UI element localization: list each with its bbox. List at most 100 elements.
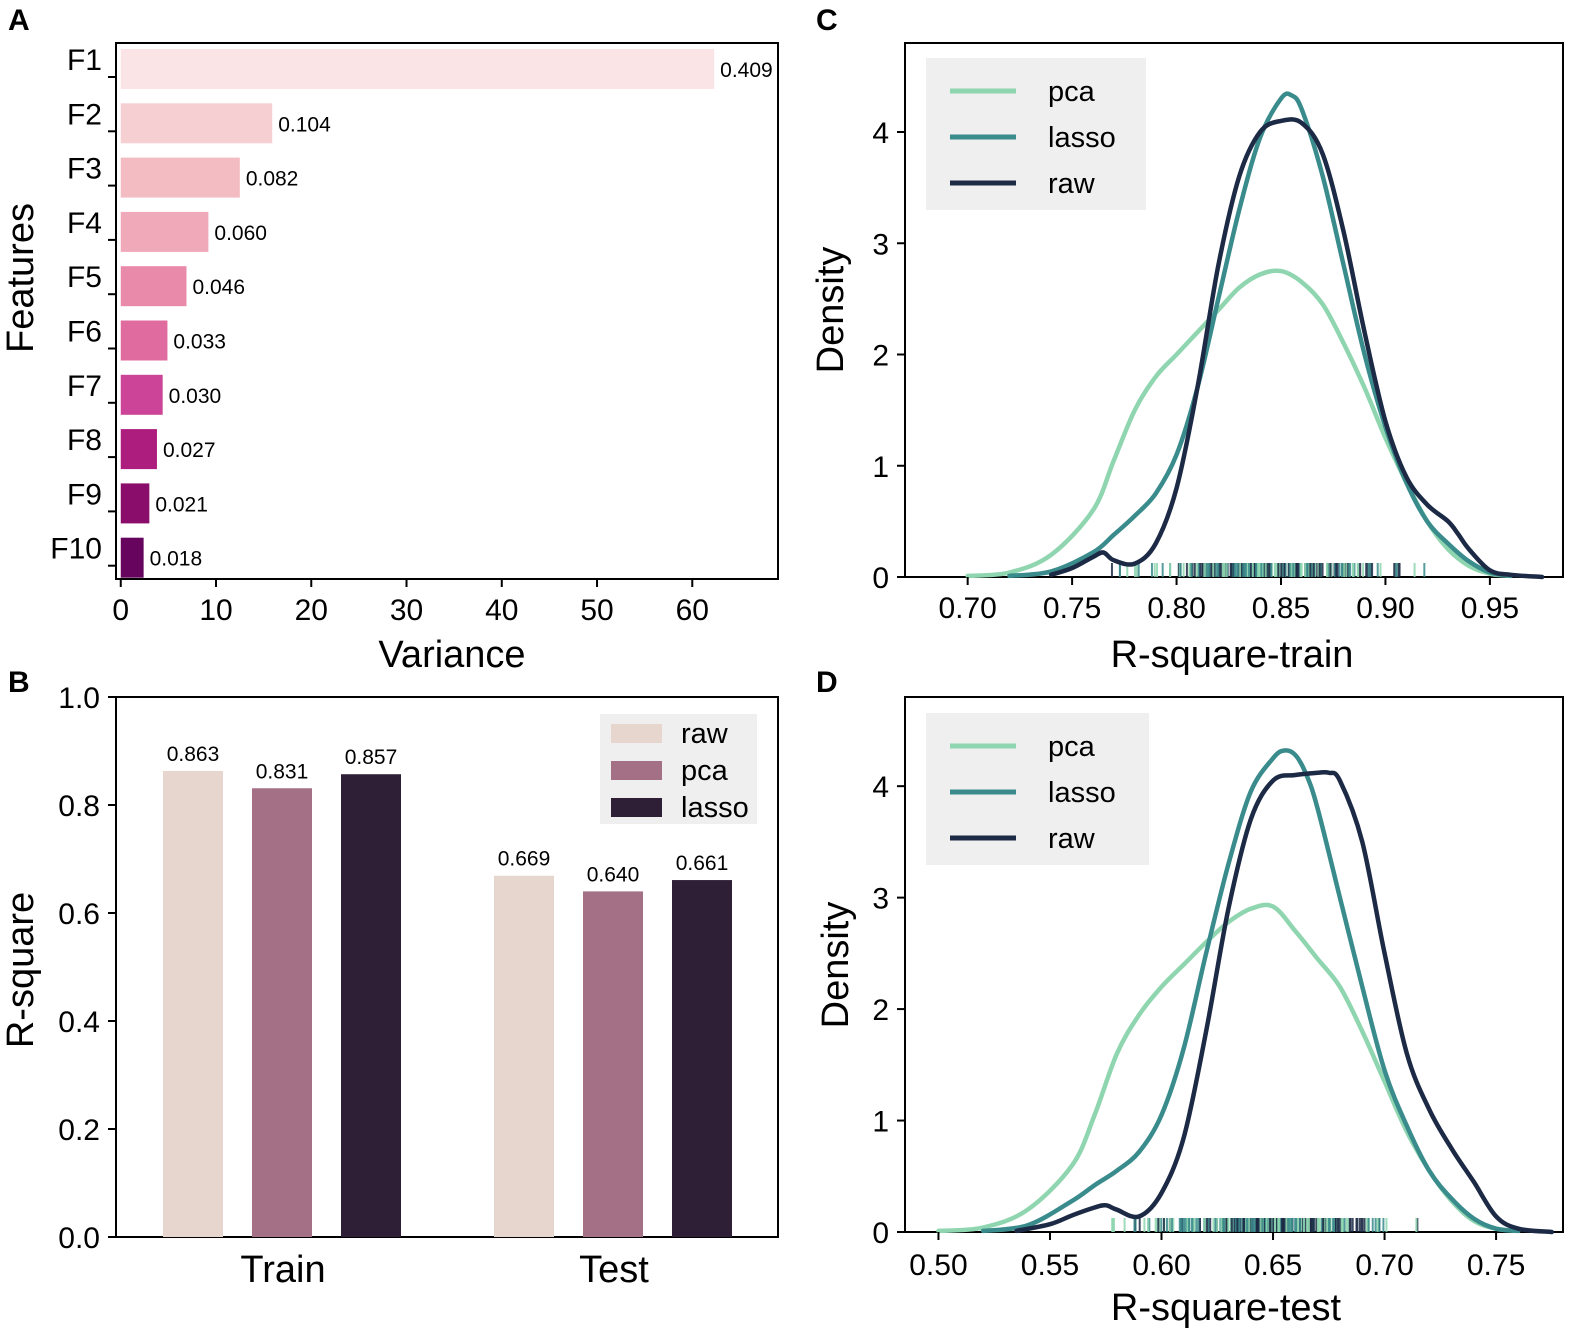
bar-value-label: 0.030: [169, 385, 222, 408]
bar-f3: [120, 157, 240, 198]
xtick-label: 0.70: [1355, 1249, 1413, 1282]
ytick-label: 3: [872, 228, 889, 261]
legend-label-raw: raw: [1048, 823, 1096, 855]
xtick-label: 0.95: [1461, 592, 1519, 625]
panel-letter-d: D: [816, 666, 838, 699]
ytick-label: 0.6: [58, 898, 100, 931]
ytick-label: 2: [872, 340, 889, 373]
xtick-label: 40: [485, 594, 518, 627]
ytick-label: 3: [872, 883, 889, 916]
kde-line-raw: [1048, 117, 1545, 580]
bar-pca-train: [252, 788, 312, 1237]
ytick-label: F6: [67, 316, 102, 349]
legend-label-lasso: lasso: [1048, 777, 1116, 809]
panel-d-ylabel: Density: [815, 902, 857, 1029]
xtick-label: 0.70: [938, 592, 996, 625]
panel-b-ylabel: R-square: [0, 892, 42, 1048]
bar-f1: [120, 49, 715, 89]
ytick-label: F3: [67, 153, 102, 186]
kde-line-raw: [1014, 769, 1555, 1235]
panel-letter-b: B: [8, 666, 30, 699]
kde-line-pca: [965, 268, 1514, 579]
bar-lasso-train: [341, 774, 401, 1237]
bar-lasso-test: [672, 880, 732, 1237]
ytick-label: 0.2: [58, 1114, 100, 1147]
xtick-label: 0.50: [909, 1249, 967, 1282]
legend-label-lasso: lasso: [1048, 122, 1116, 154]
bar-f5: [120, 266, 187, 307]
ytick-label: F9: [67, 478, 102, 511]
ytick-label: 2: [872, 994, 889, 1027]
bar-pca-test: [583, 891, 643, 1237]
kde-line-pca: [936, 902, 1521, 1234]
ytick-label: 1: [872, 1106, 889, 1139]
bar-value-label: 0.409: [720, 59, 773, 82]
legend-swatch-raw: [611, 724, 662, 743]
ytick-label: F1: [67, 44, 102, 77]
legend-swatch-pca: [611, 761, 662, 780]
panel-a-ylabel: Features: [0, 203, 42, 353]
bar-f8: [120, 429, 157, 470]
panel-letter-a: A: [8, 4, 30, 37]
legend-label-lasso: lasso: [681, 792, 749, 824]
kde-line-lasso: [1007, 91, 1514, 579]
bar-f4: [120, 211, 209, 252]
panel-c-xlabel: R-square-train: [1111, 634, 1354, 676]
xtick-label: 0.75: [1467, 1249, 1525, 1282]
ytick-label: 1: [872, 451, 889, 484]
panel-b-frame: [115, 696, 779, 1238]
bar-f7: [120, 374, 163, 415]
xtick-label: 50: [580, 594, 613, 627]
xtick-label: 0.55: [1021, 1249, 1079, 1282]
ytick-label: F5: [67, 261, 102, 294]
panel-a-frame: [115, 42, 779, 580]
legend-swatch-lasso: [611, 798, 662, 817]
panel-c: C 0 1 2 3 4 0.70 0.75 0.80 0.85 0.90 0.95 R-square…: [810, 4, 1564, 676]
panel-d-legend: pca lasso raw: [926, 713, 1149, 865]
xtick-label: 0.65: [1244, 1249, 1302, 1282]
ytick-label: 0.4: [58, 1006, 100, 1039]
bar-value-label: 0.082: [246, 168, 299, 191]
panel-d-xlabel: R-square-test: [1111, 1287, 1342, 1329]
bar-value-label: 0.661: [676, 852, 729, 875]
bar-value-label: 0.863: [167, 743, 220, 766]
bar-f6: [120, 320, 168, 361]
ytick-label: 0: [872, 562, 889, 595]
legend-label-pca: pca: [1048, 76, 1096, 108]
xtick-label: 30: [390, 594, 423, 627]
bar-value-label: 0.046: [192, 276, 245, 299]
xtick-label: 60: [676, 594, 709, 627]
panel-d: D 0 1 2 3 4 0.50 0.55 0.60 0.65 0.70 0.75 R-square…: [815, 666, 1564, 1329]
panel-b-legend: raw pca lasso: [600, 714, 757, 824]
xtick-label: 0.90: [1356, 592, 1414, 625]
legend-label-pca: pca: [681, 755, 729, 787]
bar-value-label: 0.831: [256, 760, 309, 783]
bar-value-label: 0.027: [163, 439, 216, 462]
bar-value-label: 0.018: [150, 548, 203, 571]
bar-value-label: 0.021: [155, 493, 208, 516]
xtick-label: 0: [112, 594, 129, 627]
legend-label-raw: raw: [681, 718, 729, 750]
xtick-label: 10: [199, 594, 232, 627]
xtick-label: 0.80: [1147, 592, 1205, 625]
bar-f9: [120, 483, 150, 524]
bar-raw-train: [163, 770, 223, 1237]
bar-value-label: 0.033: [173, 331, 226, 354]
legend-label-pca: pca: [1048, 731, 1096, 763]
bar-value-label: 0.060: [214, 222, 267, 245]
panel-c-ylabel: Density: [810, 247, 852, 374]
legend-label-raw: raw: [1048, 168, 1096, 200]
bar-value-label: 0.640: [587, 863, 640, 886]
bar-value-label: 0.669: [498, 848, 551, 871]
kde-line-lasso: [980, 748, 1521, 1234]
bar-value-label: 0.857: [345, 746, 398, 769]
panel-letter-c: C: [816, 4, 838, 37]
panel-b: B 0.863 0.669 0.831 0.640 0.857 0.661 0.0 0.2 0…: [0, 666, 779, 1291]
ytick-label: F8: [67, 424, 102, 457]
bar-f10: [120, 537, 144, 578]
xtick-label: Train: [240, 1249, 325, 1291]
panel-c-legend: pca lasso raw: [926, 58, 1146, 210]
xtick-label: 0.75: [1043, 592, 1101, 625]
xtick-label: 0.85: [1252, 592, 1310, 625]
